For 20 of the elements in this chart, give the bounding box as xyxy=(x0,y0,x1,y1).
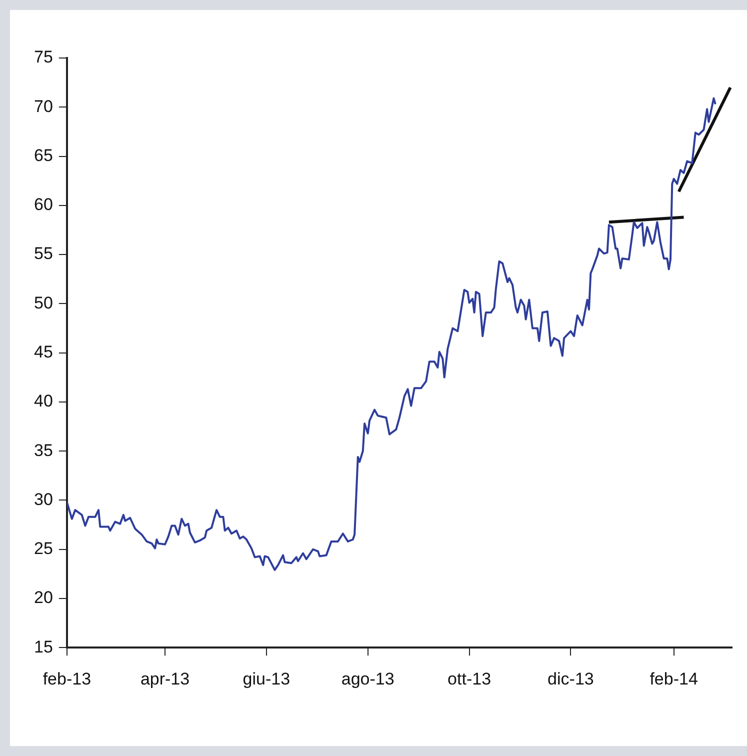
x-tick-label: ott-13 xyxy=(448,669,492,688)
y-tick-label: 15 xyxy=(34,637,53,656)
y-tick-label: 40 xyxy=(34,392,53,411)
y-tick-label: 70 xyxy=(34,96,53,116)
x-tick-label: apr-13 xyxy=(140,669,190,688)
x-tick-label: dic-13 xyxy=(548,669,594,688)
y-tick-label: 35 xyxy=(34,440,53,460)
y-tick-label: 55 xyxy=(34,244,53,264)
x-tick-label: feb-13 xyxy=(42,669,92,688)
y-tick-label: 30 xyxy=(34,490,53,509)
x-tick-label: ago-13 xyxy=(341,669,394,688)
y-tick-label: 45 xyxy=(34,342,53,362)
y-tick-label: 65 xyxy=(34,146,53,165)
y-tick-label: 50 xyxy=(34,293,53,312)
x-tick-label: giu-13 xyxy=(242,669,290,688)
x-tick-label: feb-14 xyxy=(650,669,698,688)
y-tick-label: 75 xyxy=(34,48,53,67)
y-tick-label: 20 xyxy=(34,588,53,608)
y-tick-label: 25 xyxy=(34,539,53,558)
y-tick-label: 60 xyxy=(34,195,53,214)
